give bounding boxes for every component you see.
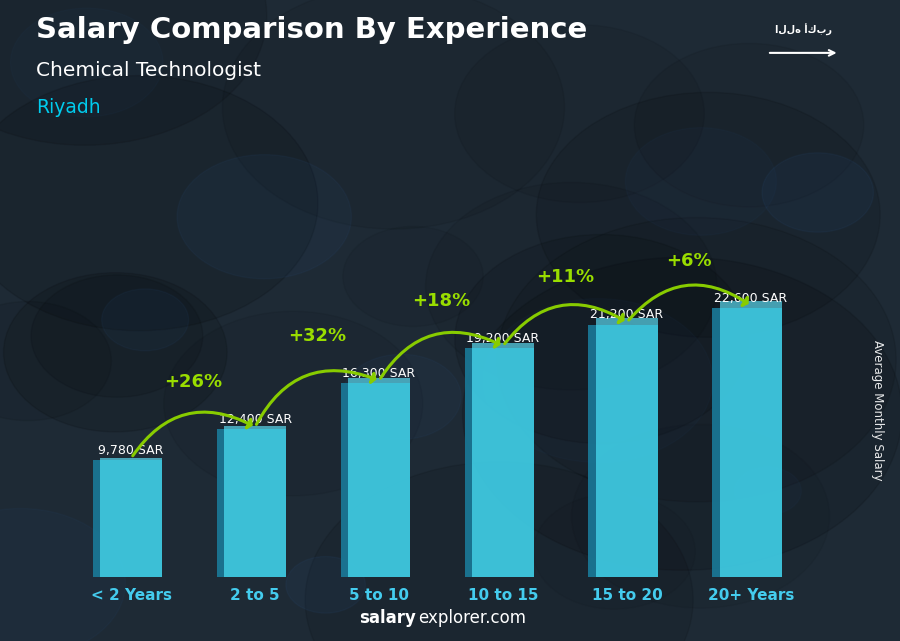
Bar [340, 383, 348, 577]
Bar [93, 460, 100, 577]
Circle shape [762, 153, 873, 232]
Bar [472, 343, 534, 348]
Circle shape [0, 76, 318, 331]
Text: explorer.com: explorer.com [418, 609, 526, 627]
Circle shape [634, 44, 864, 207]
Bar [596, 318, 658, 324]
Text: 12,400 SAR: 12,400 SAR [219, 413, 292, 426]
Text: salary: salary [359, 609, 416, 627]
Circle shape [286, 556, 365, 613]
Circle shape [102, 289, 189, 351]
Text: 22,600 SAR: 22,600 SAR [715, 292, 788, 304]
Text: Riyadh: Riyadh [36, 98, 101, 117]
Bar [472, 348, 534, 577]
Circle shape [164, 312, 423, 495]
Circle shape [454, 25, 705, 203]
Circle shape [454, 235, 748, 444]
Text: Salary Comparison By Experience: Salary Comparison By Experience [36, 16, 587, 44]
Text: Chemical Technologist: Chemical Technologist [36, 61, 261, 80]
Circle shape [0, 508, 125, 641]
Bar [100, 458, 162, 460]
Circle shape [463, 257, 900, 570]
Bar [217, 429, 224, 577]
Bar [224, 429, 286, 577]
Bar [720, 301, 782, 308]
Text: +26%: +26% [164, 373, 222, 391]
Circle shape [342, 354, 461, 439]
Circle shape [177, 154, 351, 279]
Circle shape [0, 301, 112, 420]
Text: +11%: +11% [536, 268, 594, 286]
Text: 21,200 SAR: 21,200 SAR [590, 308, 663, 321]
Bar [720, 308, 782, 577]
Circle shape [32, 275, 202, 397]
Bar [100, 460, 162, 577]
Bar [589, 324, 596, 577]
Circle shape [0, 0, 266, 146]
Text: الله أكبر: الله أكبر [775, 24, 832, 36]
Bar [224, 426, 286, 429]
Circle shape [305, 462, 693, 641]
Text: 16,300 SAR: 16,300 SAR [343, 367, 416, 379]
Bar [348, 378, 410, 383]
Bar [464, 348, 472, 577]
Circle shape [222, 0, 564, 229]
Text: +6%: +6% [666, 251, 712, 269]
Circle shape [497, 217, 896, 502]
Circle shape [536, 92, 880, 337]
Text: 19,200 SAR: 19,200 SAR [466, 332, 539, 345]
Bar [348, 383, 410, 577]
Text: +32%: +32% [288, 326, 346, 344]
Circle shape [426, 183, 717, 390]
Circle shape [4, 272, 227, 432]
Text: +18%: +18% [412, 292, 470, 310]
Bar [713, 308, 720, 577]
Text: 9,780 SAR: 9,780 SAR [98, 444, 164, 457]
Bar [596, 324, 658, 577]
Text: Average Monthly Salary: Average Monthly Salary [871, 340, 884, 481]
